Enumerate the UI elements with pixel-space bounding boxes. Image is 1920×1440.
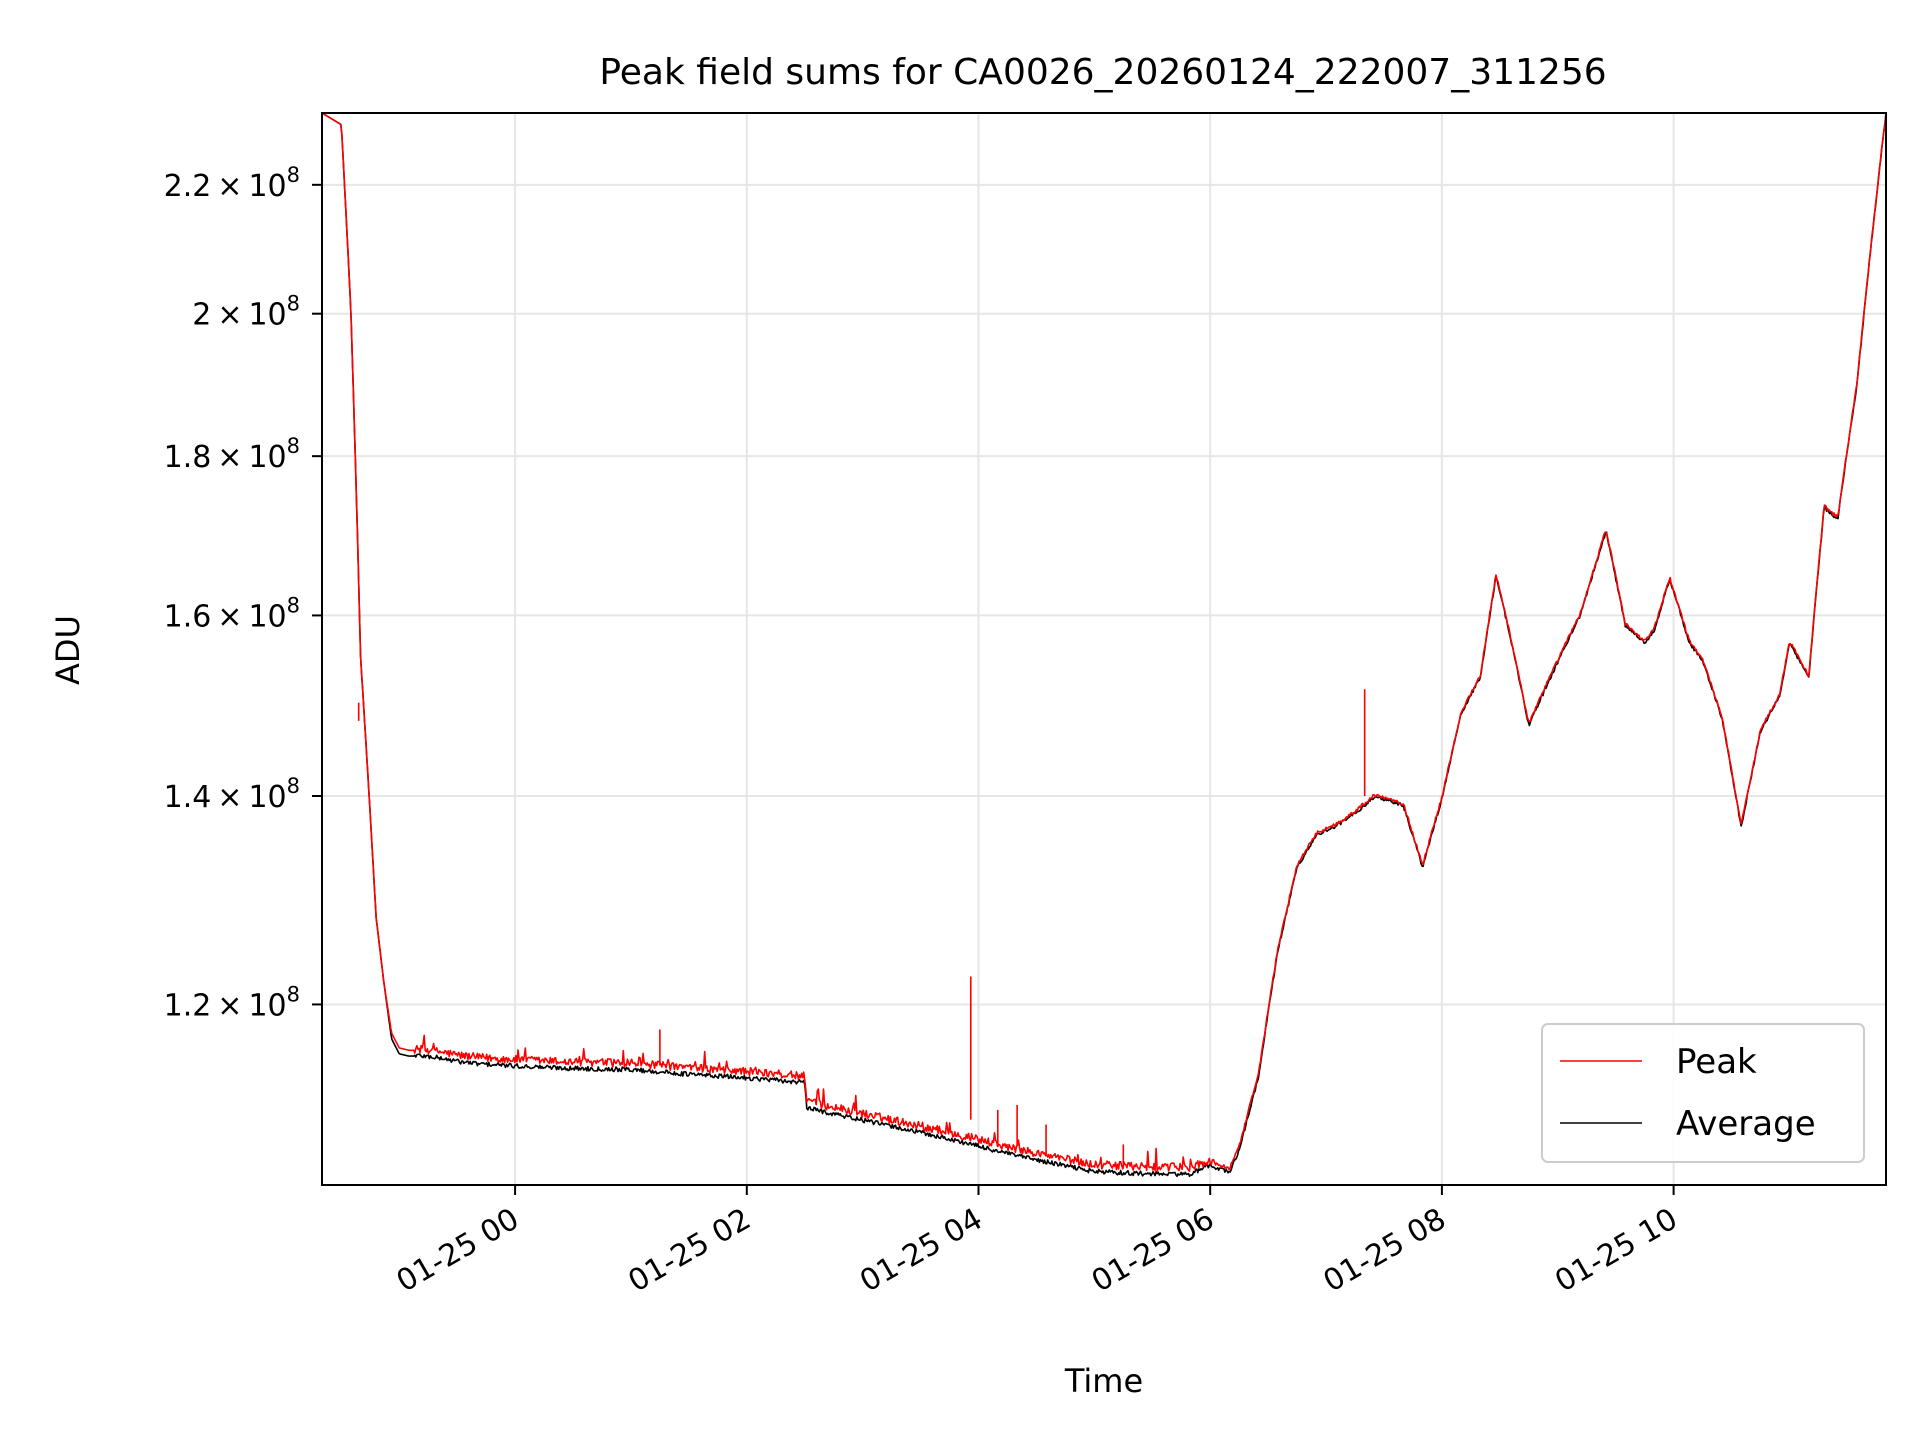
x-tick-label: 01-25 00: [391, 1202, 525, 1300]
x-tick-label: 01-25 06: [1086, 1202, 1220, 1300]
x-axis-label: Time: [1064, 1362, 1143, 1400]
x-axis: 01-25 00 01-25 02 01-25 04 01-25 06 01-25 08…: [391, 1185, 1684, 1299]
chart-title: Peak field sums for CA0026_20260124_2220…: [599, 52, 1606, 93]
legend-label-peak: Peak: [1676, 1042, 1757, 1082]
legend-label-average: Average: [1676, 1104, 1816, 1144]
y-axis-label: ADU: [49, 615, 87, 685]
y-tick-label: 2 × 108: [192, 292, 300, 333]
x-tick-label: 01-25 04: [854, 1202, 988, 1300]
y-tick-label: 1.8 × 108: [164, 434, 300, 475]
y-tick-label: 1.6 × 108: [164, 593, 300, 634]
legend: Peak Average: [1541, 1023, 1865, 1163]
y-tick-label: 1.4 × 108: [164, 774, 300, 815]
plot-frame: [321, 112, 1887, 1186]
x-tick-label: 01-25 10: [1549, 1202, 1683, 1300]
x-tick-label: 01-25 02: [622, 1202, 756, 1300]
y-axis: 1.2 × 108 1.4 × 108 1.6 × 108 1.8 × 108 2 × …: [164, 163, 322, 1023]
legend-box: [1541, 1023, 1865, 1163]
y-tick-label: 1.2 × 108: [164, 982, 300, 1023]
series-layer: [321, 112, 1887, 1178]
grid: [322, 113, 1886, 1185]
x-tick-label: 01-25 08: [1318, 1202, 1452, 1300]
y-tick-label: 2.2 × 108: [164, 163, 300, 204]
series-line-average: [321, 112, 1887, 1178]
series-line-peak: [321, 112, 1887, 1172]
